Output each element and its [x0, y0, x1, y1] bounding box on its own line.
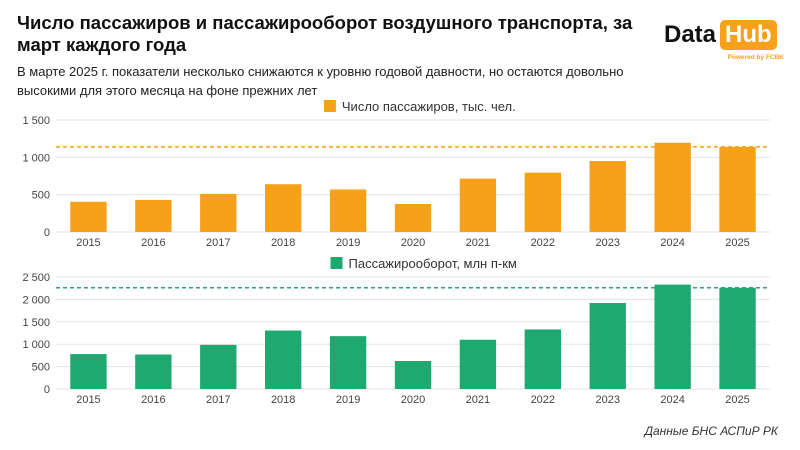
x-tick-label: 2021	[466, 237, 490, 249]
bar-2024	[654, 142, 691, 232]
bar-2017	[200, 344, 237, 389]
bar-2024	[654, 284, 691, 389]
x-tick-label: 2022	[531, 237, 555, 249]
logo-powered-text: Powered by FCBK	[727, 54, 784, 61]
x-tick-label: 2023	[595, 237, 619, 249]
x-tick-label: 2015	[76, 237, 100, 249]
y-tick-label: 1 000	[22, 152, 50, 164]
bar-2015	[70, 201, 107, 232]
source-note: Данные БНС АСПиР РК	[644, 424, 778, 438]
bar-2022	[524, 329, 561, 389]
bar-2018	[265, 184, 302, 232]
y-tick-label: 1 500	[22, 115, 50, 127]
x-tick-label: 2024	[660, 237, 684, 249]
x-tick-label: 2016	[141, 394, 165, 406]
bar-2016	[135, 199, 172, 232]
legend-label: Число пассажиров, тыс. чел.	[342, 99, 516, 114]
x-tick-label: 2019	[336, 394, 360, 406]
y-tick-label: 1 500	[22, 317, 50, 329]
x-tick-label: 2019	[336, 237, 360, 249]
x-tick-label: 2016	[141, 237, 165, 249]
x-tick-label: 2023	[595, 394, 619, 406]
y-tick-label: 2 000	[22, 294, 50, 306]
y-tick-label: 0	[44, 384, 50, 396]
x-tick-label: 2015	[76, 394, 100, 406]
legend-label: Пассажирооборот, млн п-км	[349, 256, 517, 271]
bar-2025	[719, 146, 756, 232]
logo-hub-text: Hub	[720, 20, 777, 50]
x-tick-label: 2021	[466, 394, 490, 406]
bar-2023	[589, 302, 626, 389]
x-tick-label: 2020	[401, 394, 425, 406]
bar-2021	[459, 339, 497, 389]
x-tick-label: 2020	[401, 237, 425, 249]
y-tick-label: 2 500	[22, 272, 50, 284]
x-tick-label: 2024	[660, 394, 684, 406]
legend-swatch	[323, 100, 336, 112]
x-tick-label: 2025	[725, 237, 749, 249]
x-tick-label: 2018	[271, 237, 295, 249]
bar-2020	[394, 361, 432, 389]
y-tick-label: 500	[32, 362, 50, 374]
chart-title: Число пассажиров и пассажирооборот возду…	[17, 12, 633, 55]
x-tick-label: 2017	[206, 237, 230, 249]
bar-2017	[200, 193, 237, 232]
bar-2020	[394, 204, 432, 232]
bar-2016	[135, 354, 172, 389]
bar-2023	[589, 161, 626, 232]
y-tick-label: 500	[32, 190, 50, 202]
logo-data-text: Data	[664, 21, 717, 48]
bar-2015	[70, 354, 107, 389]
y-tick-label: 1 000	[22, 339, 50, 351]
chart-subtitle: В марте 2025 г. показатели несколько сни…	[17, 64, 624, 98]
y-tick-label: 0	[44, 227, 50, 239]
x-tick-label: 2025	[725, 394, 749, 406]
datahub-logo: Data Hub Powered by FCBK	[664, 14, 788, 66]
bar-2019	[329, 189, 367, 232]
legend-swatch	[330, 257, 343, 269]
bar-2025	[719, 287, 756, 389]
x-tick-label: 2018	[271, 394, 295, 406]
bar-2018	[265, 330, 302, 389]
bar-2022	[524, 172, 561, 232]
x-tick-label: 2017	[206, 394, 230, 406]
bar-2021	[459, 178, 497, 232]
x-tick-label: 2022	[531, 394, 555, 406]
bar-2019	[329, 336, 367, 389]
